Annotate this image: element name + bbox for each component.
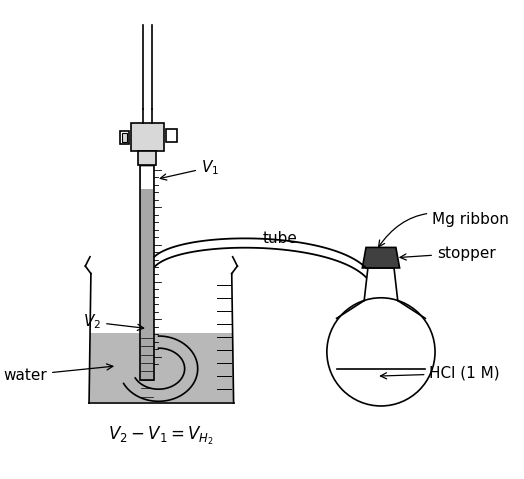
Text: tube: tube — [263, 230, 298, 246]
Bar — [140, 165, 155, 380]
Text: water: water — [3, 364, 113, 383]
Text: stopper: stopper — [400, 246, 496, 261]
Circle shape — [327, 298, 435, 406]
Bar — [122, 133, 127, 142]
Text: Mg ribbon: Mg ribbon — [379, 212, 509, 247]
Text: $V_1$: $V_1$ — [160, 158, 219, 180]
Bar — [141, 167, 154, 189]
Polygon shape — [362, 248, 400, 268]
Bar — [120, 131, 129, 144]
Bar — [131, 124, 163, 151]
Bar — [138, 151, 156, 165]
Polygon shape — [90, 333, 233, 402]
Text: $V_2$: $V_2$ — [83, 313, 144, 331]
Bar — [166, 129, 177, 142]
Text: $V_2 - V_1 = V_{H_2}$: $V_2 - V_1 = V_{H_2}$ — [108, 425, 214, 447]
Text: HCl (1 M): HCl (1 M) — [380, 366, 500, 381]
